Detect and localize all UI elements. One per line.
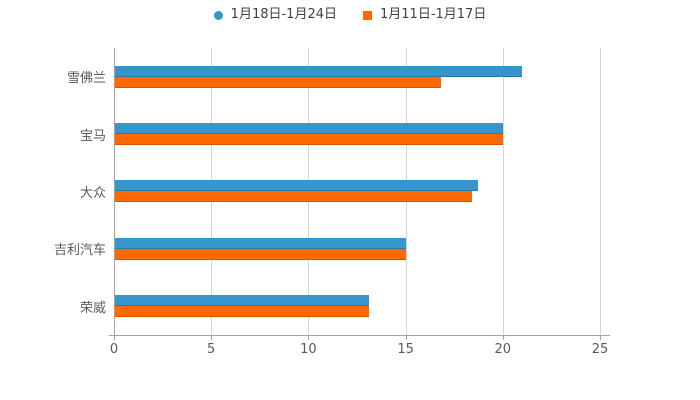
x-axis-line (109, 335, 610, 336)
x-tick-mark (308, 336, 310, 340)
gridline (502, 48, 504, 335)
y-axis-label: 大众 (79, 185, 106, 201)
bar[interactable] (114, 306, 369, 318)
legend-item-label: 1月18日-1月24日 (230, 7, 337, 22)
legend-square-marker-icon (363, 10, 372, 20)
bar[interactable] (114, 237, 406, 249)
y-axis-label: 吉利汽车 (53, 243, 106, 259)
chart-legend: 1月18日-1月24日 1月11日-1月17日 (0, 6, 700, 24)
legend-item-label: 1月11日-1月17日 (380, 7, 487, 22)
gridline (600, 48, 601, 335)
bar-group (114, 220, 600, 277)
x-tick-mark (502, 336, 504, 340)
bar[interactable] (114, 248, 406, 260)
bar-group (114, 163, 600, 220)
y-axis-label: 荣威 (79, 300, 106, 316)
bar[interactable] (114, 76, 441, 88)
bar[interactable] (114, 191, 472, 203)
bar[interactable] (114, 65, 523, 77)
x-tick-mark (405, 336, 407, 340)
bar-group (114, 48, 600, 105)
bar[interactable] (114, 123, 503, 135)
y-axis-label: 宝马 (79, 128, 106, 144)
x-tick-label: 15 (397, 342, 414, 357)
x-tick-mark (114, 336, 115, 340)
bar[interactable] (114, 180, 478, 192)
y-axis-labels: 雪佛兰宝马大众吉利汽车荣威 (0, 48, 106, 335)
bar-group (114, 278, 600, 335)
x-tick-label: 5 (207, 342, 216, 357)
bar-group (114, 105, 600, 162)
x-tick-label: 0 (109, 342, 119, 357)
x-tick-mark (211, 336, 213, 340)
y-axis-line (114, 48, 115, 335)
x-tick-label: 10 (300, 342, 317, 357)
x-tick-label: 25 (591, 342, 609, 357)
x-tick-mark (600, 336, 601, 340)
legend-item-jan11-17[interactable]: 1月11日-1月17日 (363, 6, 486, 24)
legend-circle-marker-icon (213, 10, 223, 20)
plot-area (114, 48, 601, 335)
x-tick-label: 20 (494, 342, 512, 357)
y-axis-label: 雪佛兰 (66, 71, 106, 87)
legend-item-jan18-24[interactable]: 1月18日-1月24日 (213, 6, 337, 24)
bar[interactable] (114, 295, 369, 307)
bar[interactable] (114, 134, 503, 146)
